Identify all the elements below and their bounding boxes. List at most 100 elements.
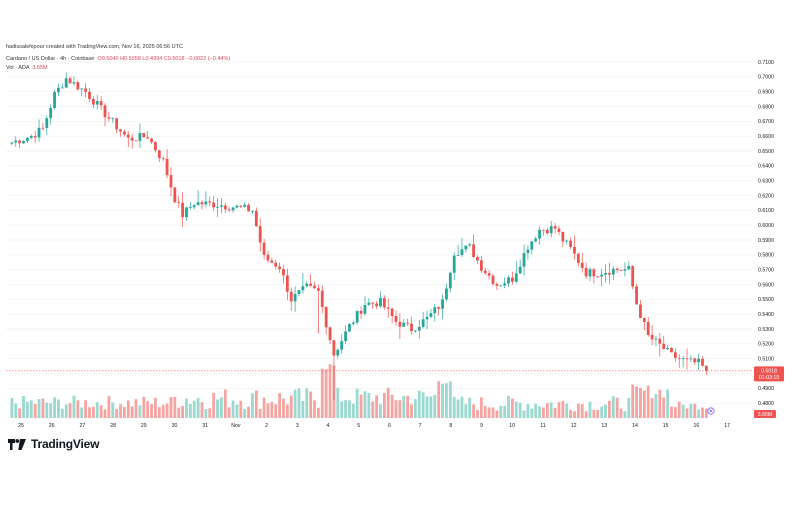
candle-body xyxy=(126,134,130,138)
candle xyxy=(483,267,487,275)
candle-body xyxy=(119,129,122,132)
time-tick-label: 11 xyxy=(540,423,545,429)
candle-body xyxy=(285,275,289,292)
candle-body xyxy=(363,305,367,314)
volume-legend[interactable]: Vol · ADA 3.65M xyxy=(6,65,48,71)
volume-bar xyxy=(239,400,243,418)
candle xyxy=(406,318,410,326)
volume-bar xyxy=(654,394,658,418)
time-tick-label: 17 xyxy=(724,423,730,429)
candle xyxy=(549,220,553,238)
candle xyxy=(611,265,615,281)
candle-body xyxy=(379,297,382,307)
ohlc-open: O0.5040 xyxy=(97,56,119,62)
time-tick-label: 9 xyxy=(480,423,483,429)
volume-bar xyxy=(526,404,530,418)
candle xyxy=(576,253,580,267)
candle-body xyxy=(576,253,580,263)
candle xyxy=(328,326,332,345)
candle xyxy=(526,245,530,260)
candle-body xyxy=(177,202,181,204)
candle xyxy=(324,306,328,335)
candle-body xyxy=(262,242,266,255)
volume-bar xyxy=(88,407,91,418)
time-tick-label: 2 xyxy=(265,423,268,429)
candle-body xyxy=(693,358,697,363)
volume-bar xyxy=(53,397,56,418)
candle-body xyxy=(542,229,545,231)
candle xyxy=(604,264,607,283)
volume-bar xyxy=(557,402,561,418)
time-tick-label: Nov xyxy=(231,423,241,429)
volume-bar xyxy=(351,403,355,418)
volume-bar xyxy=(68,403,72,418)
volume-bar xyxy=(317,407,320,418)
candle-body xyxy=(351,322,355,324)
candle xyxy=(596,276,600,279)
candle xyxy=(150,137,153,144)
candle-body xyxy=(545,230,549,234)
volume-bar xyxy=(192,400,196,418)
volume-tag-bg xyxy=(754,410,776,418)
volume-bar xyxy=(297,388,301,418)
volume-bar xyxy=(487,407,491,418)
volume-bar xyxy=(631,384,635,418)
candle-body xyxy=(386,307,390,309)
time-tick-label: 8 xyxy=(449,423,452,429)
volume-bar xyxy=(584,411,588,418)
candle xyxy=(514,261,518,284)
candle-body xyxy=(305,283,309,287)
candle-body xyxy=(328,327,332,341)
candle-body xyxy=(476,256,479,261)
candle-body xyxy=(154,142,157,151)
candle-body xyxy=(437,307,441,309)
candle xyxy=(658,333,662,357)
candle xyxy=(433,303,437,322)
candle xyxy=(511,271,514,285)
candle xyxy=(266,250,270,263)
volume-bar xyxy=(433,394,437,418)
volume-bar xyxy=(445,383,448,418)
candle xyxy=(561,231,565,248)
volume-bar xyxy=(196,398,200,418)
candle xyxy=(173,187,177,204)
last-price-value: 0.5018 xyxy=(761,368,777,374)
volume-bar xyxy=(514,401,518,418)
volume-bar xyxy=(503,405,507,418)
symbol-title[interactable]: Cardano / US Dollar · 4h · Coinbase xyxy=(6,56,95,62)
volume-bar xyxy=(188,403,192,418)
volume-bar xyxy=(49,403,53,418)
price-tick-label: 0.4900 xyxy=(758,386,774,392)
volume-bar xyxy=(367,392,371,418)
volume-bar xyxy=(212,392,216,418)
price-tick-label: 0.5800 xyxy=(758,253,774,259)
volume-bar xyxy=(499,405,503,418)
candle xyxy=(565,239,569,245)
candle-body xyxy=(157,150,161,159)
candle-body xyxy=(468,244,472,246)
volume-label[interactable]: Vol · ADA xyxy=(6,65,30,71)
candle xyxy=(468,242,472,247)
candle-body xyxy=(499,285,503,287)
candle xyxy=(619,269,623,272)
candle xyxy=(402,318,406,327)
brand[interactable]: TradingView xyxy=(8,437,99,451)
candle-body xyxy=(14,140,18,143)
volume-bar xyxy=(169,397,173,418)
candle-body xyxy=(670,348,673,353)
candle xyxy=(662,335,666,350)
candle xyxy=(507,275,510,287)
candle-body xyxy=(697,358,701,363)
volume-bar xyxy=(701,407,704,418)
candle xyxy=(340,334,344,354)
candle-body xyxy=(231,207,235,211)
candle-body xyxy=(600,274,604,277)
symbol-legend[interactable]: Cardano / US Dollar · 4h · Coinbase O0.5… xyxy=(6,56,230,62)
candle xyxy=(103,103,107,127)
candle-body xyxy=(220,205,223,207)
candle xyxy=(600,268,604,287)
candle-body xyxy=(270,260,274,263)
price-tick-label: 0.5500 xyxy=(758,297,774,303)
candle-body xyxy=(666,348,669,350)
